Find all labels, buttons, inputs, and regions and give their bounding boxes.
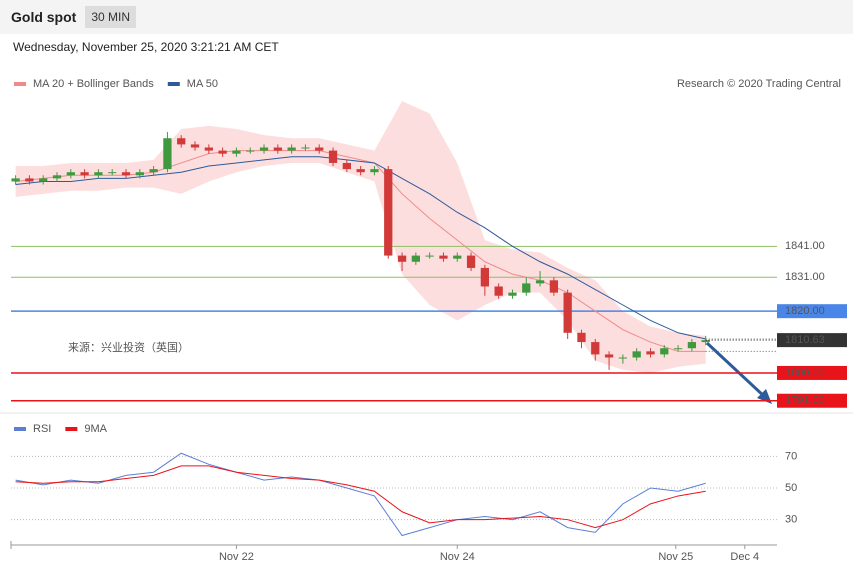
candle-body: [356, 169, 365, 173]
annotation: 来源：兴业投资（英国）: [68, 340, 189, 354]
candle-body: [39, 178, 48, 182]
bollinger-band: [15, 101, 706, 373]
candle-body: [315, 147, 324, 151]
candle-body: [259, 147, 269, 151]
x-tick-label: Dec 4: [730, 551, 759, 563]
level-label: 1831.00: [785, 271, 825, 283]
candle-body: [163, 138, 172, 170]
candle-body: [494, 286, 503, 296]
candle-body: [480, 267, 490, 287]
candle-body: [94, 172, 103, 176]
candle-body: [370, 169, 379, 173]
candle-body: [80, 172, 89, 176]
last-price-box: [777, 333, 847, 348]
candle-body: [439, 255, 448, 259]
legend-swatch: [14, 82, 26, 86]
candle-body: [232, 150, 241, 154]
legend-label: MA 50: [187, 78, 218, 90]
legend-label: 9MA: [84, 423, 107, 435]
candle-body: [563, 292, 572, 333]
candle-body: [108, 172, 117, 174]
candle-body: [11, 178, 20, 182]
y-tick-label: 30: [785, 514, 797, 526]
candle-body: [660, 348, 669, 355]
candle-body: [52, 175, 62, 179]
credit: Research © 2020 Trading Central: [677, 78, 841, 90]
level-label-box: [777, 365, 847, 380]
candle-body: [618, 357, 628, 359]
candle-body: [604, 354, 614, 358]
level-label: 1800.00: [785, 367, 825, 379]
timestamp: Wednesday, November 25, 2020 3:21:21 AM …: [13, 40, 279, 54]
legend-swatch: [167, 82, 180, 86]
last-price-label: 1810.63: [785, 334, 825, 346]
candle-body: [466, 255, 476, 268]
candle-body: [632, 351, 641, 358]
candle-body: [453, 255, 462, 259]
x-tick-label: Nov 22: [219, 551, 254, 563]
candle-body: [177, 138, 186, 145]
arrow: [705, 341, 768, 400]
level-label: 1841.00: [785, 240, 825, 252]
candle-body: [591, 342, 600, 355]
level-label-box: [777, 304, 847, 319]
candle-body: [411, 255, 420, 262]
candle-body: [701, 340, 710, 343]
candle-body: [301, 147, 310, 149]
candle-body: [577, 332, 586, 343]
candle-body: [135, 172, 144, 176]
candle-body: [508, 292, 517, 296]
candle-body: [25, 178, 34, 182]
candle-body: [66, 172, 75, 176]
timeframe[interactable]: 30 MIN: [85, 6, 137, 28]
candle-body: [342, 162, 351, 170]
candle-body: [535, 280, 545, 284]
x-tick-label: Nov 25: [658, 551, 693, 563]
candle-body: [397, 255, 407, 262]
candle-body: [246, 150, 255, 152]
level-label: 1820.00: [785, 305, 825, 317]
candle-body: [218, 150, 227, 154]
legend-swatch: [14, 427, 26, 431]
candle-body: [204, 147, 213, 151]
ma-line: [15, 150, 706, 352]
level-label-box: [777, 393, 847, 408]
candle-body: [328, 150, 338, 163]
candle-body: [287, 147, 296, 151]
candle-body: [149, 169, 158, 173]
title: Gold spot: [11, 9, 77, 25]
candle-body: [549, 280, 559, 293]
y-tick-label: 70: [785, 450, 797, 462]
candle-body: [425, 255, 434, 257]
ma-line: [15, 156, 706, 340]
candle-body: [190, 144, 200, 148]
candle-body: [687, 342, 697, 349]
candle-body: [273, 147, 282, 151]
rsi-line: [15, 452, 706, 537]
header: Gold spot 30 MIN: [0, 0, 853, 34]
candle-body: [522, 283, 531, 293]
level-label: 1791.00: [785, 395, 825, 407]
legend-swatch: [65, 427, 78, 431]
candle-body: [646, 351, 655, 355]
candle-body: [384, 169, 393, 256]
candle-body: [121, 172, 131, 176]
legend-label: RSI: [33, 423, 51, 435]
y-tick-label: 50: [785, 482, 797, 494]
candle-body: [673, 348, 683, 350]
legend-label: MA 20 + Bollinger Bands: [33, 78, 154, 90]
x-tick-label: Nov 24: [440, 551, 475, 563]
rsi-line: [15, 465, 706, 529]
